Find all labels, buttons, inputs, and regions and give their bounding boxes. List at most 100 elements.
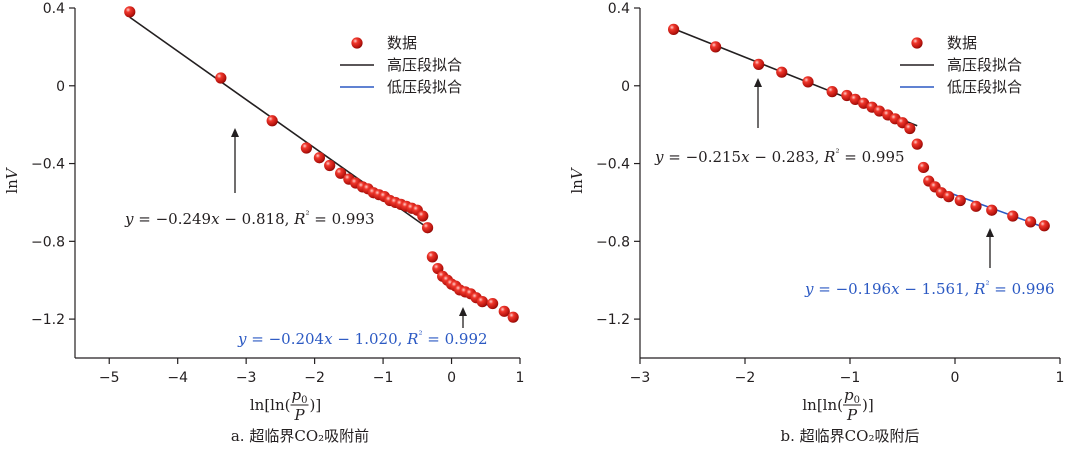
data-point [873,105,886,117]
y-axis-label: lnV [568,166,586,193]
fit-equation-part: ² [835,148,839,159]
x-axis-label-numerator: p0 [844,386,860,406]
chart-caption: a. 超临界CO₂吸附前 [231,427,369,445]
y-tick-label: −1.2 [31,312,65,328]
chart-caption: b. 超临界CO₂吸附后 [781,427,920,445]
fit-equation-part: − 0.818, [220,210,295,228]
fit-equation-part: x [891,280,900,298]
y-axis-label: lnV [3,166,21,193]
data-point [417,210,429,222]
fit-equation-part: y [124,210,134,228]
x-tick-label: −3 [630,370,651,386]
x-tick-label: 1 [1056,370,1065,386]
y-tick-label: −1.2 [596,312,630,328]
legend-label: 数据 [947,34,977,52]
data-point [668,23,680,35]
legend-label: 低压段拟合 [387,78,462,96]
y-axis-label-ln: ln [3,179,21,194]
fit-equation-part: x [211,210,220,228]
x-axis-label: ln[ln(p0P)] [250,386,321,424]
legend-label: 高压段拟合 [387,56,462,74]
x-tick-label: −1 [840,370,861,386]
fit-equation-part: −0.215 [686,148,742,166]
data-point [124,6,136,18]
y-axis-label-ln: ln [568,179,586,194]
annotation-arrowhead [459,307,467,316]
data-point [753,58,765,70]
x-axis-label-left: ln[ln( [802,396,843,414]
legend-marker [911,37,923,49]
fit-equation: y = −0.196x − 1.561, R² = 0.996 [804,280,1055,298]
x-tick-label: −2 [304,370,325,386]
y-tick-label: −0.8 [31,234,65,250]
data-point [335,167,347,179]
data-point [826,86,838,98]
data-point [776,66,788,78]
data-point [954,194,966,207]
x-axis-label-numerator: p0 [292,386,308,406]
annotation-arrowhead [231,128,239,137]
fit-equation-part: = [813,280,835,298]
x-tick-label: 1 [516,370,525,386]
legend-label: 低压段拟合 [947,78,1022,96]
data-point [266,115,278,127]
fit-equation-part: −0.249 [156,210,212,228]
data-point [710,41,722,53]
fit-equation-part: − 1.020, [333,330,408,348]
data-point [313,152,326,164]
x-axis-label-right: )] [862,396,874,414]
x-axis-label-subscript: 0 [854,395,860,406]
x-axis-label-left: ln[ln( [250,396,291,414]
fit-equation-part: y [654,148,664,166]
x-axis-label-right: )] [310,396,322,414]
data-point [487,297,499,310]
x-tick-label: 0 [951,370,960,386]
data-point [970,200,982,212]
fit-equation-part: R [973,280,985,298]
data-point [476,296,488,308]
fit-equation-part: x [741,148,750,166]
fit-equation-part: −0.204 [269,330,325,348]
legend-label: 高压段拟合 [947,56,1022,74]
fit-equation-part: = [133,210,155,228]
x-tick-label: −1 [373,370,394,386]
x-tick-label: −4 [167,370,188,386]
data-point [802,76,814,88]
data-point [300,142,312,154]
fit-equation: y = −0.215x − 0.283, R² = 0.995 [654,148,905,166]
y-axis-label-var: V [568,166,586,179]
chart-panel-a: −5 −4 −3 −2 −1 0 10.40−0.4−0.8−1.2lnVln[ln(p0P… [3,1,524,445]
data-point [858,97,870,109]
fit-equation-part: ² [985,280,989,291]
y-tick-label: 0 [56,79,65,95]
data-point [1007,210,1019,222]
fit-equation-part: − 1.561, [900,280,975,298]
legend-marker [351,37,363,49]
fit-equation-part: ² [418,330,422,341]
fit-equation-part: = [663,148,685,166]
data-point [943,191,955,203]
fit-equation-part: y [804,280,814,298]
chart-panel-b: −3 −2 −1 0 10.40−0.4−0.8−1.2lnVln[ln(p0P)]b.… [568,1,1064,445]
data-point [904,122,916,135]
annotation-arrowhead [754,78,762,87]
data-point [986,204,998,216]
data-point [507,311,519,323]
legend-label: 数据 [387,34,417,52]
x-tick-label: 0 [447,370,456,386]
x-tick-label: −2 [735,370,756,386]
y-tick-label: 0 [621,79,630,95]
y-tick-label: 0.4 [608,1,630,17]
data-point [421,222,434,234]
fit-equation-part: = 0.995 [839,148,904,166]
data-point [498,305,510,317]
data-point [841,89,853,102]
annotation-arrowhead [986,228,994,237]
fit-equation-part: = [246,330,268,348]
data-point [917,161,930,174]
x-axis-label-subscript: 0 [301,395,307,406]
fit-equation-part: ² [305,210,309,221]
